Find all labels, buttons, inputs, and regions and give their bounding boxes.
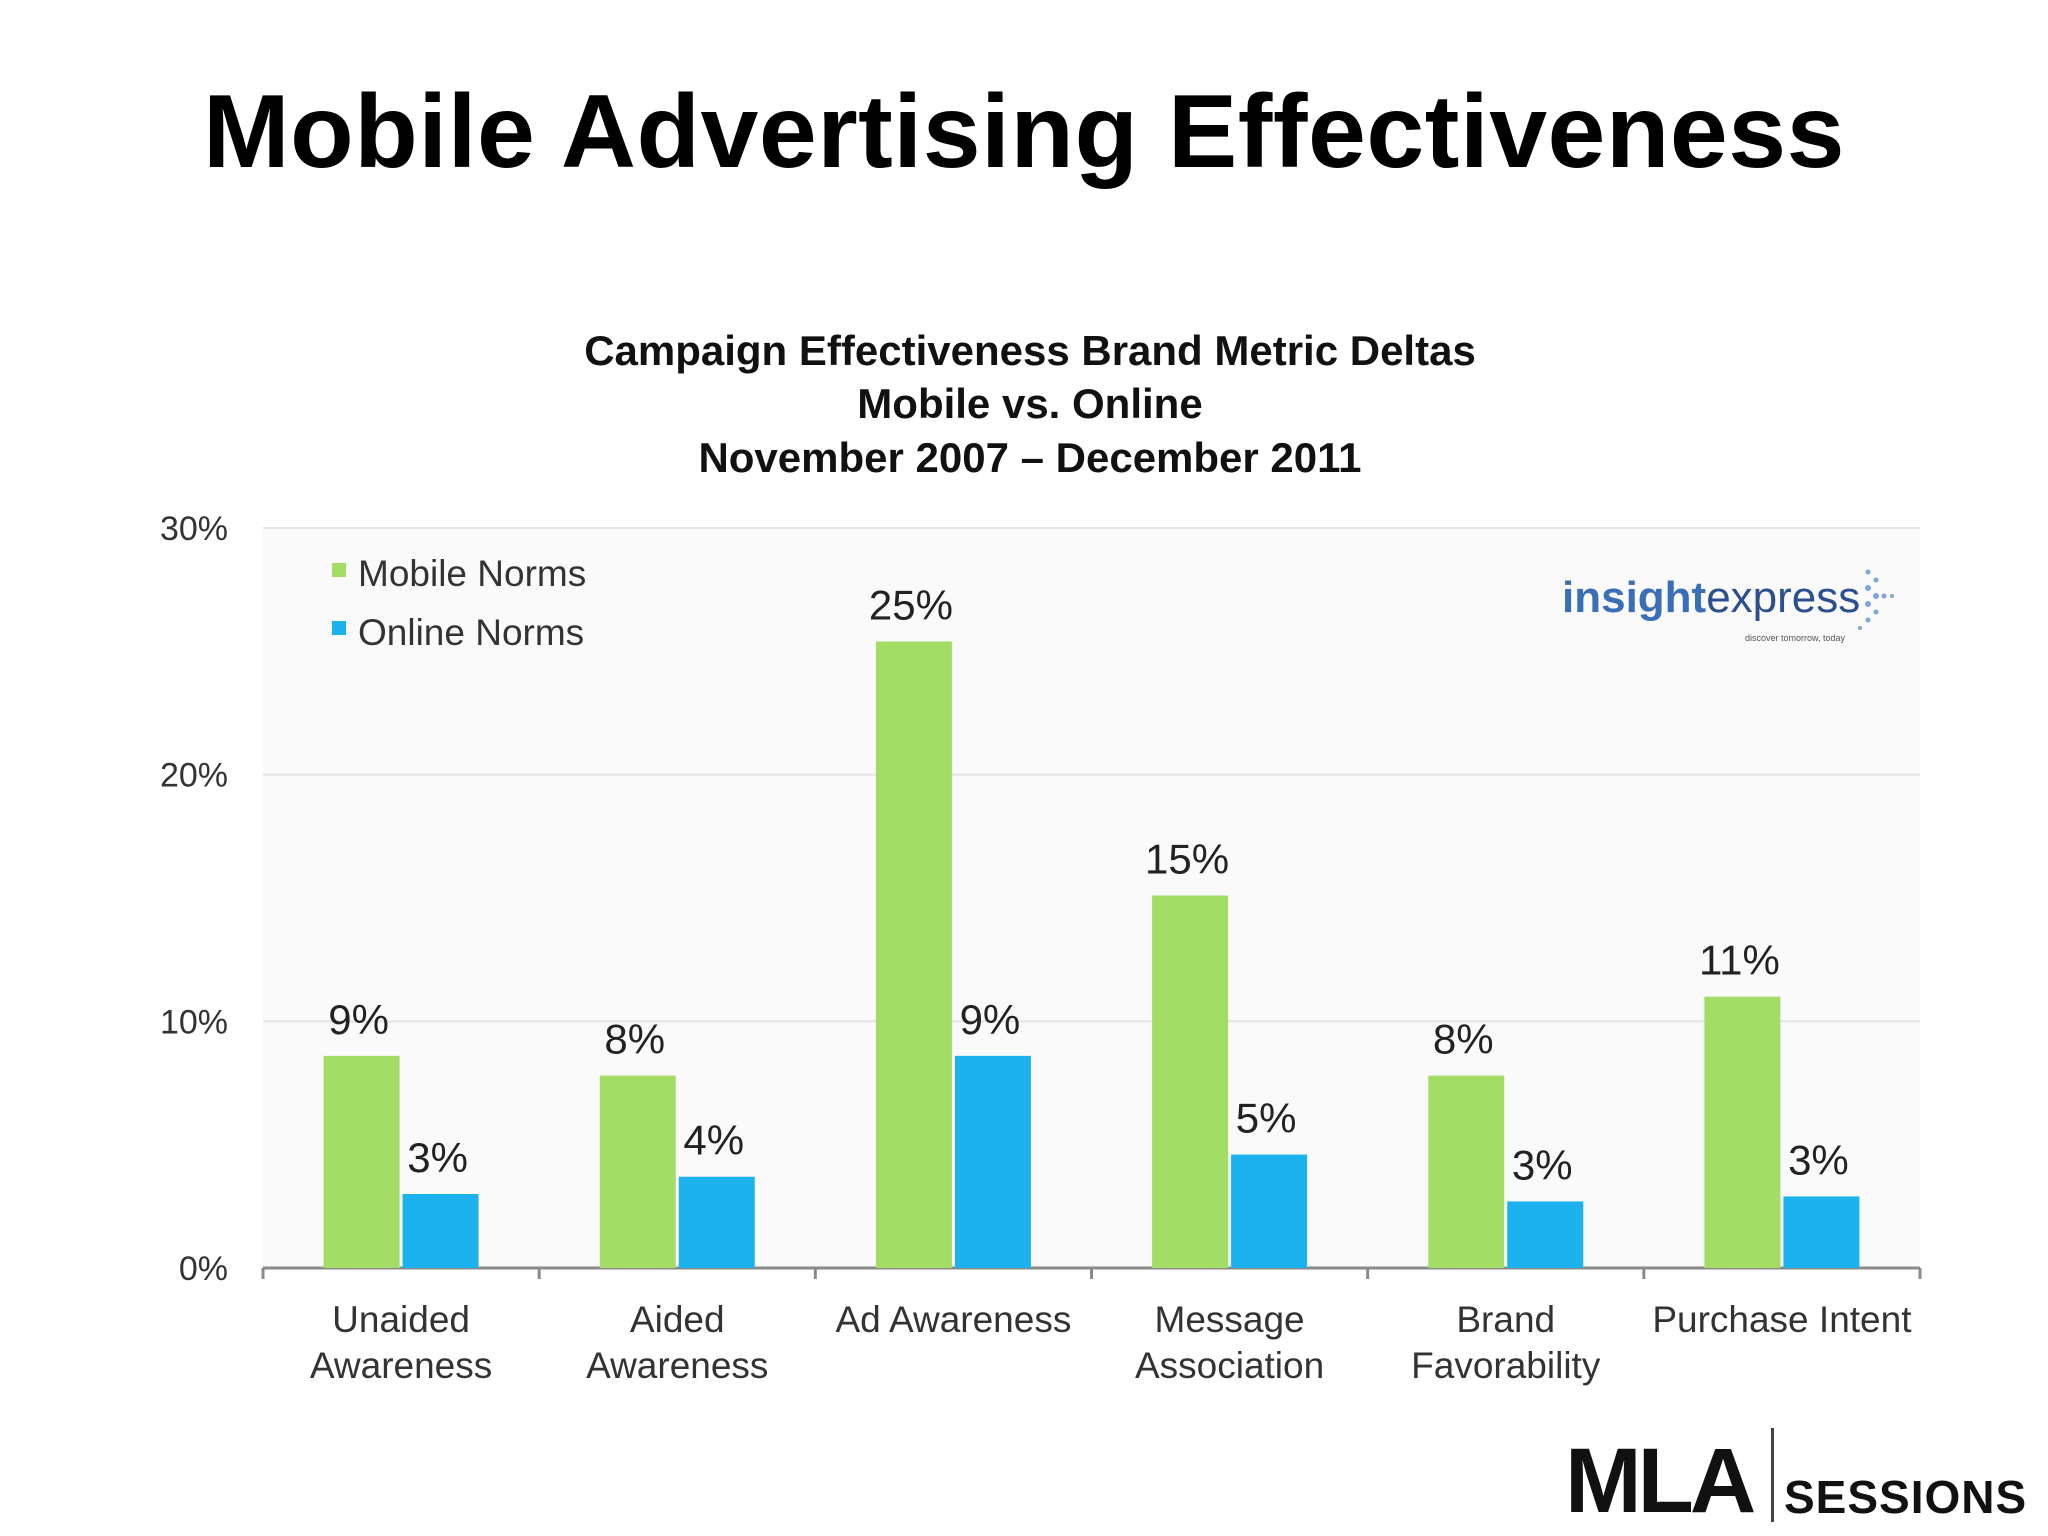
data-label: 9% xyxy=(960,996,1021,1043)
data-label: 3% xyxy=(1512,1141,1573,1188)
data-label: 3% xyxy=(1788,1136,1849,1183)
data-label: 11% xyxy=(1699,937,1780,984)
data-label: 3% xyxy=(407,1134,468,1181)
mla-logo-divider xyxy=(1771,1428,1774,1522)
bars xyxy=(323,641,1860,1268)
x-category-label: Message xyxy=(1155,1299,1305,1340)
data-label: 25% xyxy=(869,581,953,628)
bar-mobile-0 xyxy=(323,1055,400,1268)
insightexpress-logo: insightexpress discover tomorrow, today xyxy=(1562,569,1894,643)
bar-mobile-5 xyxy=(1704,996,1781,1268)
bar-online-2 xyxy=(954,1055,1031,1268)
mla-logo-text: MLA xyxy=(1565,1430,1755,1532)
labels: 9% 3% 8% 4% 25% 9% 15% 5% 8% 3% 11% 3% xyxy=(328,581,1849,1188)
insightexpress-logo-part2: express xyxy=(1706,573,1860,622)
insightexpress-logo-part1: insight xyxy=(1562,573,1707,622)
y-tick-label: 0% xyxy=(179,1250,228,1288)
chart-title: Campaign Effectiveness Brand Metric Delt… xyxy=(584,327,1476,481)
gridlines xyxy=(263,527,1920,1023)
bar-mobile-3 xyxy=(1152,895,1229,1268)
bar-online-3 xyxy=(1231,1154,1308,1268)
x-category-label: Aided xyxy=(630,1299,725,1340)
bar-mobile-2 xyxy=(875,641,952,1268)
y-tick-label: 10% xyxy=(160,1003,228,1041)
plot-background xyxy=(263,528,1920,1268)
legend-swatch-mobile-norms xyxy=(332,563,346,577)
data-label: 4% xyxy=(683,1117,744,1164)
data-label: 5% xyxy=(1236,1095,1297,1142)
chart-title-line: Campaign Effectiveness Brand Metric Delt… xyxy=(584,327,1476,374)
legend-label-mobile-norms: Mobile Norms xyxy=(358,553,586,594)
bar-online-4 xyxy=(1507,1201,1584,1268)
x-category-label: Unaided xyxy=(332,1299,470,1340)
x-category-label: Ad Awareness xyxy=(835,1299,1071,1340)
insightexpress-logo-text: insightexpress xyxy=(1562,573,1860,622)
legend-label-online-norms: Online Norms xyxy=(358,612,584,653)
data-label: 8% xyxy=(1433,1016,1494,1063)
slide-title: Mobile Advertising Effectiveness xyxy=(203,74,1845,190)
bar-online-5 xyxy=(1783,1196,1860,1268)
legend-swatch-online-norms xyxy=(332,621,346,635)
data-label: 8% xyxy=(604,1016,665,1063)
y-tick-label: 20% xyxy=(160,757,228,795)
data-label: 9% xyxy=(328,996,389,1043)
axes: 0% 10% 20% 30% Unaided Awareness Aided Awarenes… xyxy=(160,510,1922,1386)
chart-date-range-line: November 2007 – December 2011 xyxy=(698,434,1361,481)
legend: Mobile Norms Online Norms xyxy=(332,553,586,653)
bar-mobile-4 xyxy=(1428,1075,1505,1268)
y-tick-label: 30% xyxy=(160,510,228,548)
sessions-logo-text: SESSIONS xyxy=(1784,1471,2027,1523)
x-category-label: Favorability xyxy=(1411,1345,1601,1386)
chart-subtitle-line: Mobile vs. Online xyxy=(857,380,1202,427)
mla-sessions-logo: MLA SESSIONS xyxy=(1565,1428,2027,1532)
bar-online-0 xyxy=(402,1194,479,1268)
x-category-label: Brand xyxy=(1456,1299,1555,1340)
insightexpress-tagline: discover tomorrow, today xyxy=(1745,633,1846,643)
data-label: 15% xyxy=(1145,836,1229,883)
bar-mobile-1 xyxy=(599,1075,676,1268)
x-category-label: Awareness xyxy=(310,1345,492,1386)
insightexpress-dots-icon xyxy=(1858,569,1894,630)
x-category-label: Awareness xyxy=(586,1345,768,1386)
x-category-label: Association xyxy=(1135,1345,1324,1386)
bar-online-1 xyxy=(678,1176,755,1268)
x-category-label: Purchase Intent xyxy=(1652,1299,1912,1340)
